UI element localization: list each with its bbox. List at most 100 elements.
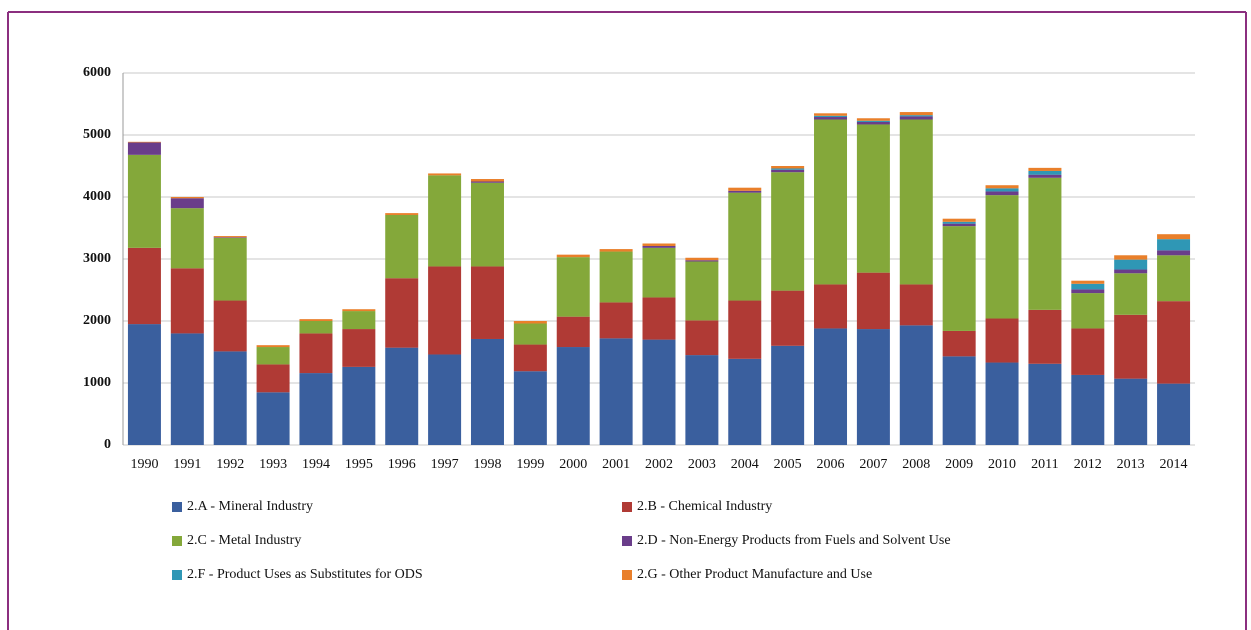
bar-segment [599, 251, 633, 303]
bar-segment [556, 347, 590, 445]
bar-segment [685, 257, 719, 261]
bar-segment [1157, 255, 1191, 302]
bar-segment [899, 284, 933, 326]
x-tick-label: 2002 [645, 457, 673, 472]
bar-segment [513, 371, 547, 445]
bar-segment [1114, 378, 1148, 445]
bar-segment [213, 351, 247, 445]
bar-segment [728, 190, 762, 193]
bar-segment [1071, 289, 1105, 294]
bar-segment [513, 323, 547, 345]
bar-segment [556, 257, 590, 317]
bar-segment [985, 191, 1019, 196]
x-tick-label: 2011 [1031, 457, 1058, 472]
bar-segment [1028, 177, 1062, 310]
bar-segment [342, 311, 376, 330]
bar-segment [942, 221, 976, 224]
bar-segment [385, 213, 419, 215]
legend-swatch [622, 502, 632, 512]
legend-label: 2.G - Other Product Manufacture and Use [637, 567, 872, 582]
bar-segment [1114, 259, 1148, 270]
bar-segment [771, 166, 805, 169]
bar-segment [470, 338, 504, 445]
bar-segment [1028, 174, 1062, 178]
x-tick-label: 2000 [559, 457, 587, 472]
bar-segment [1157, 383, 1191, 445]
bar-segment [814, 328, 848, 445]
bar-segment [428, 354, 462, 445]
legend-swatch [172, 536, 182, 546]
bar-segment [513, 321, 547, 324]
bar-segment [814, 115, 848, 118]
bar-segment [256, 347, 290, 365]
bar-segment [213, 237, 247, 301]
bar-segment [771, 290, 805, 346]
bar-segment [728, 192, 762, 301]
bar-segment [856, 120, 890, 122]
bar-segment [856, 118, 890, 121]
bar-segment [642, 247, 676, 298]
y-tick-label: 1000 [83, 375, 111, 390]
bar-segment [642, 243, 676, 246]
bar-segment [1071, 293, 1105, 329]
bar-segment [985, 185, 1019, 189]
x-tick-label: 2006 [817, 457, 845, 472]
bar-segment [342, 309, 376, 312]
legend-swatch [622, 536, 632, 546]
bar-segment [470, 181, 504, 183]
bar-segment [814, 117, 848, 120]
x-tick-label: 2004 [731, 457, 759, 472]
bar-segment [385, 214, 419, 279]
bar-segment [256, 345, 290, 348]
bar-segment [1071, 328, 1105, 375]
y-tick-label: 4000 [83, 189, 111, 204]
bar-segment [856, 121, 890, 125]
bar-segment [556, 254, 590, 258]
bar-segment [170, 198, 204, 209]
bar-segment [470, 266, 504, 339]
bar-segment [1157, 301, 1191, 384]
bar-segment [728, 358, 762, 445]
bar-segment [856, 124, 890, 273]
bar-segment [985, 195, 1019, 319]
x-tick-label: 1995 [345, 457, 373, 472]
bar-segment [428, 173, 462, 176]
x-tick-label: 1993 [259, 457, 287, 472]
bar-segment [556, 316, 590, 348]
bar-segment [942, 223, 976, 227]
bar-segment [642, 245, 676, 248]
bar-segment [127, 247, 161, 325]
bar-segment [385, 347, 419, 445]
bar-segment [728, 187, 762, 191]
bar-segment [299, 373, 333, 445]
x-tick-label: 1999 [516, 457, 544, 472]
bar-segment [771, 168, 805, 170]
bar-segment [771, 172, 805, 291]
bar-segment [599, 338, 633, 445]
bar-segment [1028, 309, 1062, 364]
bar-segment [685, 260, 719, 262]
x-tick-label: 1996 [388, 457, 416, 472]
legend-swatch [172, 570, 182, 580]
bar-segment [899, 116, 933, 120]
y-tick-label: 0 [104, 437, 111, 452]
bar-segment [127, 141, 161, 143]
bar-segment [299, 321, 333, 334]
x-tick-label: 2013 [1117, 457, 1145, 472]
bar-segment [428, 175, 462, 267]
bar-segment [213, 236, 247, 238]
x-tick-label: 1990 [130, 457, 158, 472]
legend-label: 2.C - Metal Industry [187, 533, 301, 548]
bar-segment [1157, 250, 1191, 256]
bar-segment [342, 329, 376, 367]
bar-segment [170, 333, 204, 445]
bar-segment [1071, 283, 1105, 290]
bar-segment [642, 339, 676, 445]
bar-segment [1071, 374, 1105, 445]
bar-segment [899, 112, 933, 116]
bar-segment [1114, 269, 1148, 274]
bar-segment [1157, 234, 1191, 240]
bar-segment [814, 119, 848, 285]
bar-segment [985, 188, 1019, 192]
